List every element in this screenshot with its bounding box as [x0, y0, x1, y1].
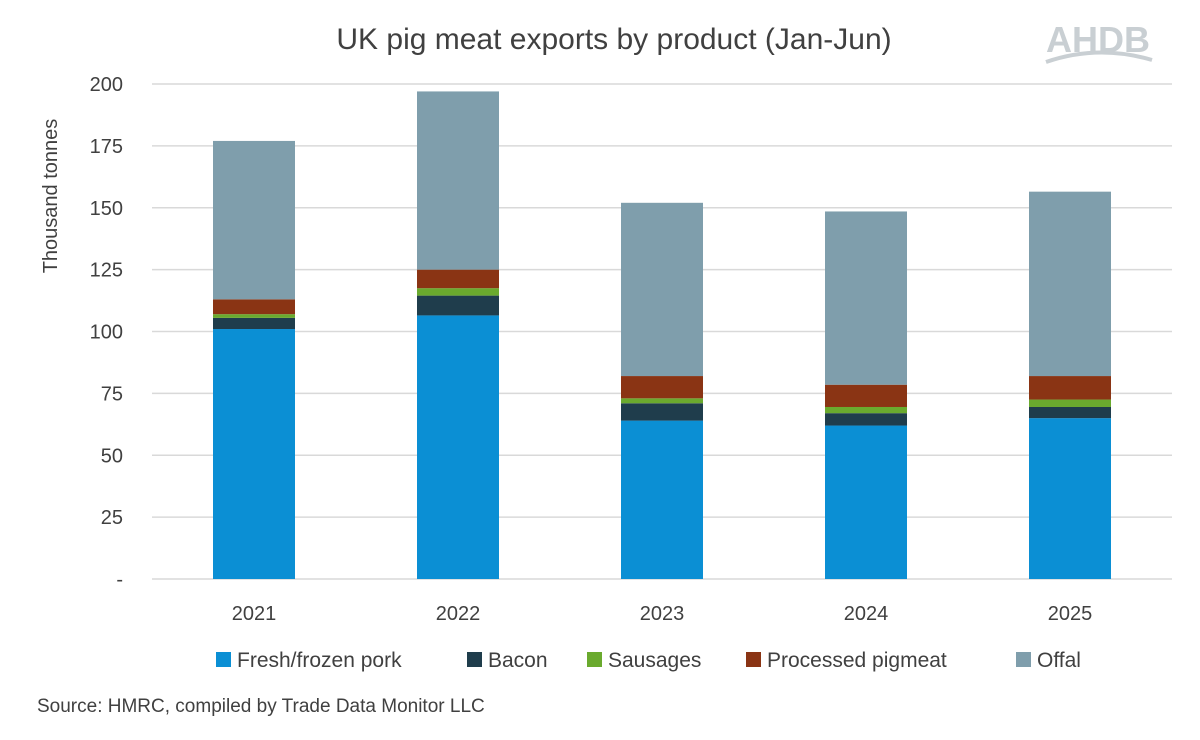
- bar-segment: [417, 91, 499, 270]
- bar-segment: [825, 425, 907, 579]
- bar-segment: [621, 403, 703, 421]
- chart-title: UK pig meat exports by product (Jan-Jun): [336, 23, 891, 56]
- bar-segment: [213, 314, 295, 318]
- bar-stack-2021: [213, 140, 295, 579]
- y-tick-label: 150: [90, 198, 123, 220]
- legend-swatch: [467, 652, 482, 667]
- legend-item: Fresh/frozen pork: [216, 649, 402, 672]
- legend-swatch: [216, 652, 231, 667]
- legend-label: Bacon: [488, 649, 548, 672]
- bar-segment: [1029, 406, 1111, 419]
- bar-segment: [213, 299, 295, 315]
- y-tick-label: 75: [101, 383, 123, 405]
- bar-stack-2025: [1029, 191, 1111, 579]
- y-tick-label: 200: [90, 74, 123, 96]
- bar-stack-2024: [825, 211, 907, 579]
- source-note: Source: HMRC, compiled by Trade Data Mon…: [37, 696, 485, 717]
- bar-segment: [213, 140, 295, 300]
- bar-stack-2022: [417, 91, 499, 579]
- bar-segment: [825, 413, 907, 426]
- bar-segment: [825, 384, 907, 407]
- legend-label: Processed pigmeat: [767, 649, 947, 672]
- bar-segment: [621, 376, 703, 399]
- y-tick-label: -: [116, 569, 123, 591]
- bar-segment: [417, 295, 499, 316]
- bar-segment: [621, 202, 703, 377]
- bar-segment: [213, 329, 295, 579]
- x-tick-label: 2024: [844, 603, 889, 625]
- x-tick-label: 2025: [1048, 603, 1093, 625]
- bar-segment: [1029, 418, 1111, 579]
- legend-label: Offal: [1037, 649, 1081, 672]
- legend-swatch: [1016, 652, 1031, 667]
- bar-segment: [1029, 399, 1111, 407]
- x-tick-label: 2022: [436, 603, 481, 625]
- x-tick-label: 2023: [640, 603, 685, 625]
- y-axis-label: Thousand tonnes: [40, 119, 62, 274]
- bar-segment: [417, 288, 499, 296]
- bar-segment: [621, 420, 703, 579]
- bar-stack-2023: [621, 202, 703, 579]
- y-tick-label: 25: [101, 507, 123, 529]
- y-tick-label: 100: [90, 322, 123, 344]
- legend-swatch: [587, 652, 602, 667]
- legend-label: Sausages: [608, 649, 701, 672]
- legend-swatch: [746, 652, 761, 667]
- y-tick-label: 125: [90, 260, 123, 282]
- bar-segment: [417, 269, 499, 289]
- y-tick-label: 50: [101, 445, 123, 467]
- logo-swoosh: [1045, 50, 1153, 64]
- legend-item: Sausages: [587, 649, 701, 672]
- y-tick-label: 175: [90, 136, 123, 158]
- bar-stacks: [213, 91, 1111, 579]
- bar-segment: [1029, 376, 1111, 400]
- bar-segment: [825, 211, 907, 385]
- legend-item: Processed pigmeat: [746, 649, 947, 672]
- legend: Fresh/frozen pork Bacon Sausages Processed …: [216, 649, 1081, 672]
- x-tick-label: 2021: [232, 603, 277, 625]
- x-tick-labels: 2021 2022 2023 2024 2025: [232, 603, 1093, 625]
- bar-segment: [213, 317, 295, 330]
- legend-item: Bacon: [467, 649, 548, 672]
- bar-segment: [1029, 191, 1111, 377]
- legend-item: Offal: [1016, 649, 1081, 672]
- bar-segment: [417, 315, 499, 579]
- y-tick-labels: - 25 50 75 100 125 150 175 200: [90, 74, 123, 591]
- bar-segment: [825, 406, 907, 414]
- legend-label: Fresh/frozen pork: [237, 649, 402, 672]
- bar-segment: [621, 398, 703, 404]
- ahdb-logo: AHDB: [1045, 19, 1153, 64]
